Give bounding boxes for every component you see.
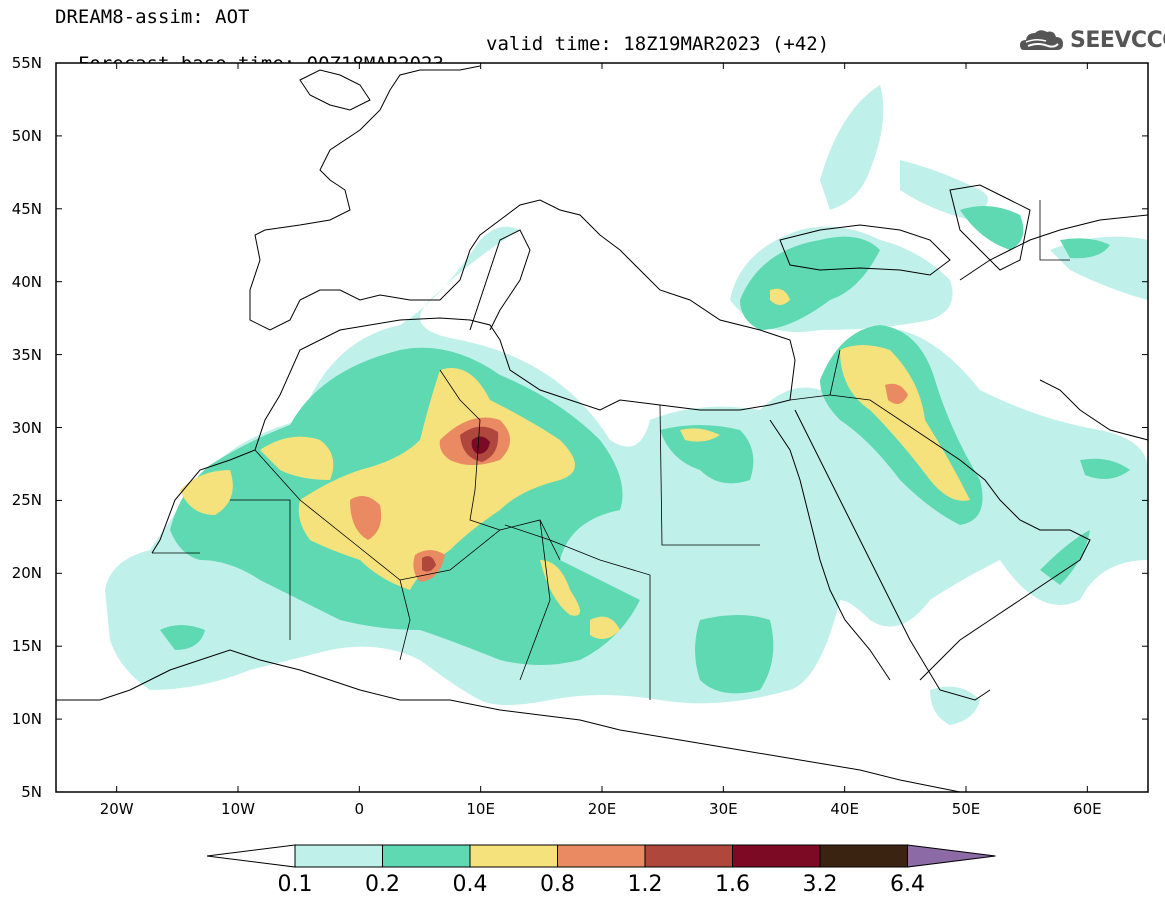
cloud-logo-icon bbox=[1020, 30, 1063, 50]
lat-tick-label: 35N bbox=[11, 345, 42, 364]
lat-tick-label: 10N bbox=[11, 710, 42, 729]
aot-field bbox=[105, 85, 1148, 725]
lat-tick-label: 50N bbox=[11, 126, 42, 145]
lat-tick-label: 15N bbox=[11, 637, 42, 656]
logo-text: SEEVCCC bbox=[1070, 28, 1165, 53]
axis-tick-marks bbox=[56, 62, 1148, 793]
colorbar-segment bbox=[819, 844, 908, 868]
colorbar-segment bbox=[382, 844, 471, 868]
lon-tick-label: 40E bbox=[830, 800, 859, 818]
colorbar bbox=[206, 844, 996, 868]
lat-tick-label: 5N bbox=[21, 783, 42, 801]
colorbar-level-label: 1.2 bbox=[627, 872, 663, 897]
lon-tick-label: 0 bbox=[354, 800, 365, 818]
lon-tick-label: 60E bbox=[1073, 800, 1102, 818]
country-borders bbox=[152, 200, 1070, 700]
lat-tick-label: 45N bbox=[11, 199, 42, 218]
valid-time-label: valid time: 18Z19MAR2023 (+42) bbox=[486, 33, 830, 55]
lat-tick-label: 25N bbox=[11, 491, 42, 510]
colorbar-segment bbox=[732, 844, 821, 868]
colorbar-level-label: 0.2 bbox=[365, 872, 400, 897]
lon-tick-label: 10W bbox=[221, 800, 255, 818]
colorbar-level-label: 3.2 bbox=[802, 872, 838, 897]
lon-tick-label: 10E bbox=[466, 800, 495, 818]
lon-tick-label: 50E bbox=[951, 800, 981, 818]
lat-tick-label: 20N bbox=[11, 564, 42, 583]
colorbar-level-label: 0.8 bbox=[540, 872, 575, 897]
colorbar-low-arrow bbox=[206, 844, 296, 868]
colorbar-level-label: 0.1 bbox=[277, 872, 313, 897]
lat-tick-label: 40N bbox=[11, 272, 42, 291]
chart-title: DREAM8-assim: AOT bbox=[55, 6, 250, 28]
colorbar-high-arrow bbox=[907, 844, 996, 868]
colorbar-segment bbox=[557, 844, 646, 868]
colorbar-level-label: 0.4 bbox=[452, 872, 488, 897]
lat-tick-label: 30N bbox=[11, 418, 42, 437]
colorbar-level-label: 6.4 bbox=[890, 872, 925, 897]
colorbar-segment bbox=[469, 844, 558, 868]
colorbar-segment bbox=[294, 844, 383, 868]
colorbar-level-label: 1.6 bbox=[715, 872, 750, 897]
lat-tick-label: 55N bbox=[11, 54, 42, 72]
coastlines bbox=[56, 65, 1148, 792]
lon-tick-label: 20W bbox=[99, 800, 134, 818]
colorbar-segment bbox=[644, 844, 733, 868]
lon-tick-label: 30E bbox=[709, 800, 738, 818]
lon-tick-label: 20E bbox=[587, 800, 617, 818]
